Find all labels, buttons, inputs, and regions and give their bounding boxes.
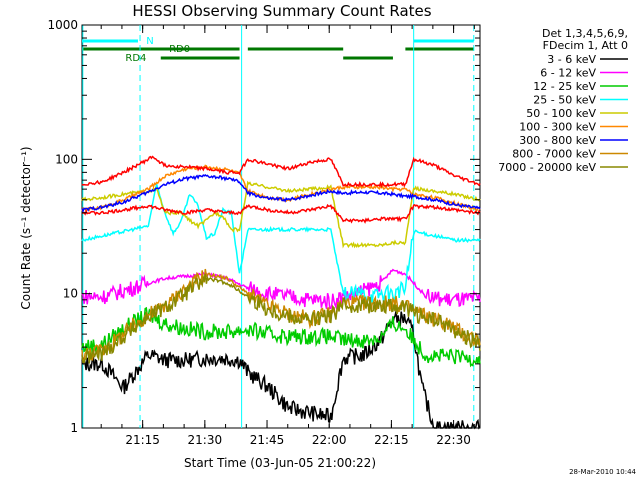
series-line-0 (81, 311, 481, 430)
state-label-rd4: RD4 (125, 53, 146, 64)
y-tick-label: 1 (70, 421, 78, 435)
legend-label: 7000 - 20000 keV (498, 161, 596, 174)
legend-label: 6 - 12 keV (540, 67, 596, 80)
x-tick-label: 22:30 (436, 433, 471, 447)
x-tick-label: 21:45 (250, 433, 285, 447)
legend-label: 50 - 100 keV (526, 107, 596, 120)
state-label-rd0: RD0 (169, 44, 190, 55)
x-tick-label: 21:30 (188, 433, 223, 447)
series-line-9 (81, 155, 481, 189)
x-tick-label: 22:15 (374, 433, 409, 447)
legend-label: 100 - 300 keV (519, 121, 596, 134)
x-tick-label: 22:00 (312, 433, 347, 447)
footer-timestamp: 28-Mar-2010 10:44 (569, 468, 636, 476)
legend-label: 300 - 800 keV (519, 134, 596, 147)
series-line-10 (82, 203, 481, 224)
y-tick-label: 100 (55, 152, 78, 166)
chart-title: HESSI Observing Summary Count Rates (132, 2, 431, 20)
legend-header-line-2: FDecim 1, Att 0 (543, 39, 628, 52)
legend-label: 25 - 50 keV (533, 94, 596, 107)
y-tick-label: 10 (63, 287, 78, 301)
x-axis-label: Start Time (03-Jun-05 21:00:22) (184, 456, 376, 470)
plot-frame (81, 24, 481, 429)
legend-label: 12 - 25 keV (533, 80, 596, 93)
legend: Det 1,3,4,5,6,9, FDecim 1, Att 0 3 - 6 k… (498, 27, 628, 174)
y-tick-label: 1000 (47, 18, 78, 32)
series-line-8 (81, 273, 481, 364)
legend-header-line-1: Det 1,3,4,5,6,9, (542, 27, 628, 40)
legend-label: 800 - 7000 keV (512, 148, 596, 161)
axes: 1 10 100 1000 21:15 21:30 21:45 22:00 22:15 22:30 (47, 18, 480, 447)
series-group (81, 155, 481, 430)
legend-label: 3 - 6 keV (547, 53, 596, 66)
state-bars: N RD0 RD4 (82, 25, 475, 428)
series-line-1 (81, 268, 481, 310)
x-tick-label: 21:15 (125, 433, 160, 447)
series-line-3 (81, 183, 481, 305)
series-line-6 (81, 174, 481, 214)
state-label-n: N (146, 36, 153, 47)
y-axis-label: Count Rate (s⁻¹ detector⁻¹) (19, 146, 33, 309)
